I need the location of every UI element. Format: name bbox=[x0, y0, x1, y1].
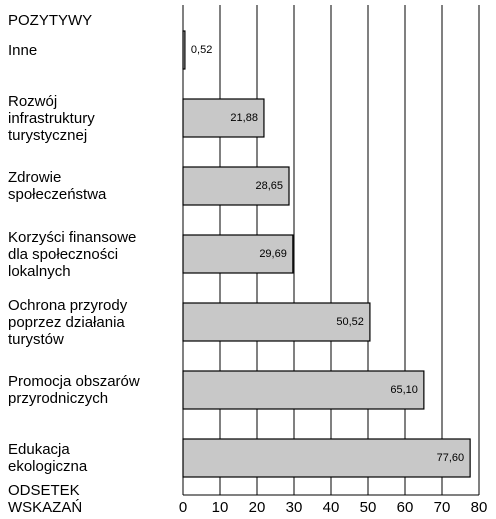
x-axis-title: ODSETEK WSKAZAŃ bbox=[8, 482, 83, 516]
value-label: 65,10 bbox=[390, 384, 418, 396]
bar bbox=[182, 234, 294, 274]
category-label: Edukacja ekologiczna bbox=[8, 441, 88, 475]
value-label: 29,69 bbox=[259, 248, 287, 260]
bar bbox=[182, 166, 290, 206]
bar bbox=[182, 30, 186, 70]
bar bbox=[182, 98, 265, 138]
value-label: 0,52 bbox=[191, 44, 212, 56]
chart-title: POZYTYWY bbox=[8, 12, 93, 29]
bar bbox=[182, 438, 471, 478]
x-tick-label: 30 bbox=[286, 499, 303, 516]
x-tick-label: 80 bbox=[471, 499, 488, 516]
value-label: 50,52 bbox=[336, 316, 364, 328]
bar bbox=[182, 370, 425, 410]
category-label: Ochrona przyrody poprzez działania turys… bbox=[8, 296, 128, 348]
value-label: 21,88 bbox=[230, 112, 258, 124]
x-tick-label: 70 bbox=[434, 499, 451, 516]
x-tick-label: 60 bbox=[397, 499, 414, 516]
category-label: Promocja obszarów przyrodniczych bbox=[8, 373, 140, 407]
category-label: Rozwój infrastruktury turystycznej bbox=[8, 92, 95, 144]
category-label: Inne bbox=[8, 41, 38, 59]
x-tick-label: 0 bbox=[179, 499, 187, 516]
x-tick-label: 50 bbox=[360, 499, 377, 516]
x-tick-label: 10 bbox=[212, 499, 229, 516]
x-tick-label: 20 bbox=[249, 499, 266, 516]
value-label: 77,60 bbox=[437, 452, 465, 464]
bar bbox=[182, 302, 371, 342]
value-label: 28,65 bbox=[255, 180, 283, 192]
category-label: Zdrowie społeczeństwa bbox=[8, 169, 107, 203]
category-label: Korzyści finansowe dla społeczności loka… bbox=[8, 228, 137, 280]
x-tick-label: 40 bbox=[323, 499, 340, 516]
